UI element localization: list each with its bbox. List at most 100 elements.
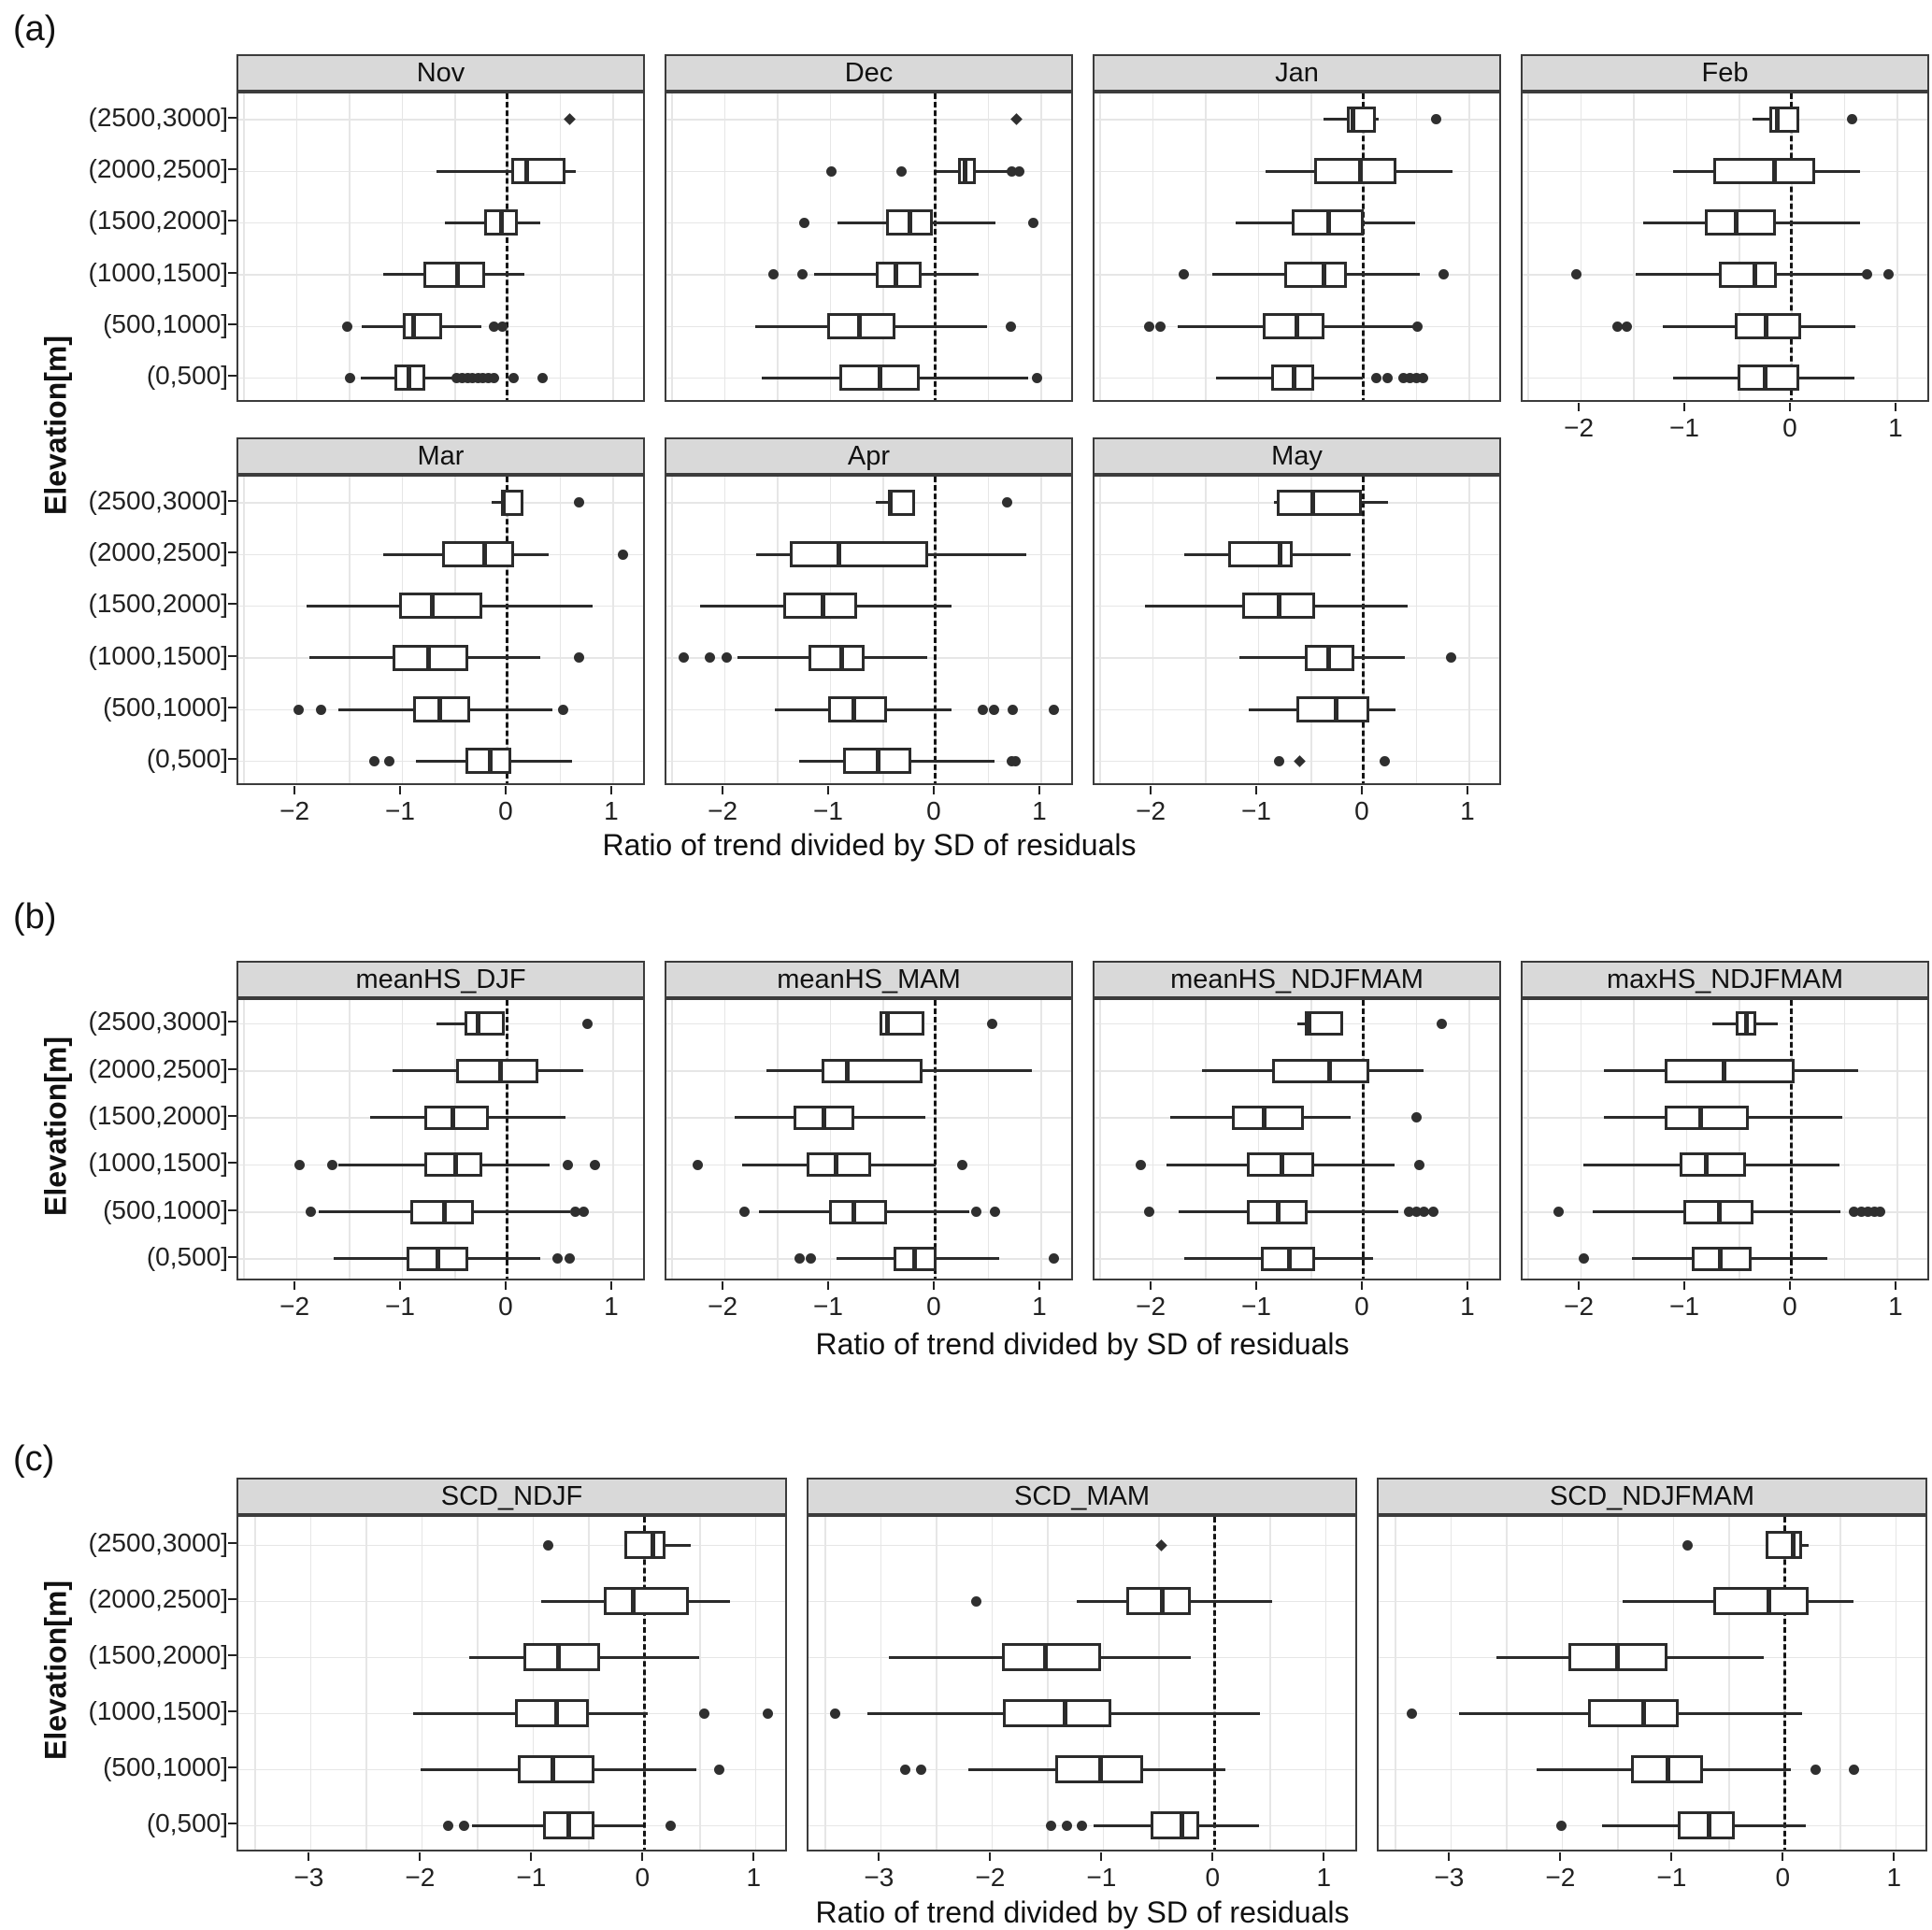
x-tick-mark <box>530 1852 533 1861</box>
boxplot-box <box>1705 209 1776 236</box>
outlier-dot <box>1855 1207 1867 1217</box>
gridline-vertical <box>1896 93 1898 400</box>
outlier-dot <box>1136 1159 1147 1170</box>
median-line <box>1295 313 1300 339</box>
gridline-horizontal <box>666 119 1071 121</box>
gridline-horizontal <box>666 170 1071 173</box>
facet-title: Apr <box>847 440 891 471</box>
outlier-dot <box>1412 321 1424 332</box>
gridline-vertical <box>777 1000 779 1279</box>
facet-header: May <box>1093 437 1501 475</box>
x-tick-mark <box>1150 786 1152 794</box>
outlier-dot <box>799 217 810 228</box>
boxplot-box <box>1769 106 1799 133</box>
plot-area <box>1093 475 1501 785</box>
gridline-vertical <box>1506 1517 1508 1850</box>
outlier-dot <box>900 1764 911 1775</box>
outlier-dot <box>1883 269 1895 280</box>
gridline-vertical <box>401 477 404 783</box>
median-line <box>410 313 416 339</box>
outlier-dot <box>1006 165 1017 177</box>
x-tick-label: −2 <box>708 1292 738 1321</box>
x-tick-mark <box>504 786 507 794</box>
boxplot-box <box>1003 1699 1111 1727</box>
outlier-dot <box>590 1159 601 1170</box>
gridline-vertical <box>1896 1000 1898 1279</box>
category-label: (2500,3000] <box>88 485 228 515</box>
boxplot-box <box>441 541 514 567</box>
x-tick-label: −2 <box>1545 1863 1576 1892</box>
gridline-vertical <box>777 477 779 783</box>
median-line <box>1278 541 1283 567</box>
outlier-dot <box>1810 1764 1822 1775</box>
facet-title: meanHS_DJF <box>355 964 526 994</box>
gridline-vertical <box>1468 477 1470 783</box>
outlier-dot <box>582 1018 594 1029</box>
median-line <box>1334 696 1339 722</box>
gridline-vertical <box>1152 1000 1154 1279</box>
gridline-horizontal <box>1379 1544 1925 1547</box>
x-tick-mark <box>1893 1852 1896 1861</box>
boxplot-box <box>422 261 486 288</box>
outlier-dot <box>1045 1820 1056 1831</box>
y-tick-mark <box>228 116 236 119</box>
x-tick-mark <box>1360 786 1363 794</box>
boxplot-box <box>1719 261 1778 288</box>
median-line <box>1774 106 1780 133</box>
boxplot-box <box>464 1011 505 1036</box>
x-tick-label: 0 <box>926 796 941 825</box>
median-line <box>876 748 881 775</box>
outlier-dot <box>1382 372 1394 383</box>
boxplot-box <box>827 696 887 722</box>
outlier-dot <box>1427 1207 1438 1217</box>
gridline-vertical <box>365 1517 367 1850</box>
median-line <box>1063 1699 1068 1727</box>
outlier-dot <box>1875 1207 1886 1217</box>
x-tick-label: −2 <box>279 796 310 825</box>
gridline-vertical <box>829 93 832 400</box>
median-line <box>553 1699 559 1727</box>
gridline-vertical <box>1839 1517 1841 1850</box>
gridline-vertical <box>1633 1000 1635 1279</box>
gridline-vertical <box>1158 1517 1160 1850</box>
outlier-dot <box>1010 755 1022 766</box>
boxplot-box <box>1271 1058 1369 1083</box>
boxplot-box <box>875 261 923 288</box>
facet-title: Feb <box>1701 57 1749 88</box>
category-label: (2000,2500] <box>88 1584 228 1613</box>
median-line <box>893 261 898 288</box>
outlier-dot <box>574 652 585 664</box>
facet-header: meanHS_NDJFMAM <box>1093 961 1501 998</box>
gridline-vertical <box>532 1517 535 1850</box>
outlier-dot <box>1446 652 1457 664</box>
zero-line <box>1212 1517 1216 1850</box>
boxplot-box <box>515 1699 589 1727</box>
outlier-dot <box>1144 321 1155 332</box>
section-b-label: (b) <box>13 897 57 936</box>
x-tick-label: −1 <box>385 1292 415 1321</box>
gridline-vertical <box>1527 1000 1529 1279</box>
boxplot-box <box>807 1152 872 1178</box>
boxplot-box <box>1678 1811 1735 1839</box>
outlier-dot <box>1418 1207 1429 1217</box>
gridline-horizontal <box>666 1022 1071 1025</box>
category-label: (500,1000] <box>103 309 228 338</box>
outlier-dot <box>1848 1764 1859 1775</box>
gridline-vertical <box>612 93 614 400</box>
plot-area <box>236 475 645 785</box>
outlier-dot <box>1571 269 1582 280</box>
median-line <box>488 748 494 775</box>
median-line <box>498 209 504 236</box>
median-line <box>1351 106 1356 133</box>
gridline-vertical <box>1309 1000 1312 1279</box>
facet-header: SCD_NDJF <box>236 1478 787 1515</box>
x-tick-mark <box>1466 786 1468 794</box>
plot-area <box>665 998 1073 1280</box>
median-line <box>1326 209 1332 236</box>
category-label: (1000,1500] <box>88 257 228 287</box>
outlier-dot <box>483 372 494 383</box>
x-tick-label: 1 <box>1888 1292 1903 1321</box>
x-tick-mark <box>609 1281 612 1290</box>
outlier-dot <box>1398 372 1410 383</box>
x-tick-mark <box>609 786 612 794</box>
